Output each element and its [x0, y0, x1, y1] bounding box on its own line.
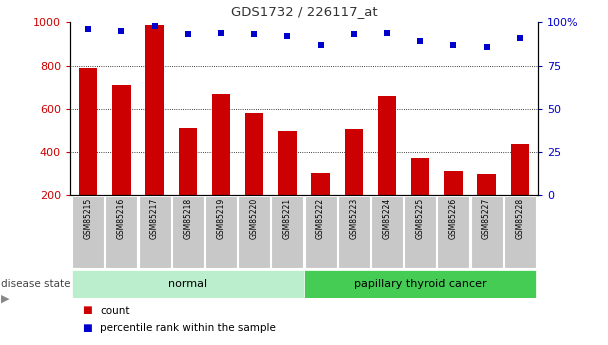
Bar — [112, 85, 131, 195]
Text: ▶: ▶ — [1, 293, 10, 303]
Text: count: count — [100, 306, 130, 315]
Bar — [205, 196, 237, 268]
Text: GSM85224: GSM85224 — [382, 198, 392, 239]
Bar — [411, 158, 429, 195]
Bar — [444, 171, 463, 195]
Bar — [212, 93, 230, 195]
Text: GSM85223: GSM85223 — [350, 198, 358, 239]
Bar — [179, 128, 197, 195]
Bar — [304, 270, 536, 298]
Text: GSM85219: GSM85219 — [216, 198, 226, 239]
Bar — [371, 196, 403, 268]
Text: percentile rank within the sample: percentile rank within the sample — [100, 323, 276, 333]
Text: ■: ■ — [82, 323, 92, 333]
Point — [216, 30, 226, 36]
Text: papillary thyroid cancer: papillary thyroid cancer — [354, 279, 486, 289]
Text: disease state: disease state — [1, 279, 71, 289]
Point — [515, 35, 525, 41]
Text: GSM85216: GSM85216 — [117, 198, 126, 239]
Bar — [172, 196, 204, 268]
Point — [83, 27, 93, 32]
Bar — [504, 196, 536, 268]
Point — [349, 32, 359, 37]
Bar — [72, 270, 304, 298]
Bar — [471, 196, 503, 268]
Bar — [378, 96, 396, 195]
Point — [283, 33, 292, 39]
Text: ■: ■ — [82, 306, 92, 315]
Point — [482, 44, 491, 49]
Text: GSM85220: GSM85220 — [250, 198, 258, 239]
Text: GSM85215: GSM85215 — [84, 198, 92, 239]
Point — [382, 30, 392, 36]
Bar — [145, 24, 164, 195]
Bar — [72, 196, 104, 268]
Point — [150, 23, 159, 29]
Bar — [245, 113, 263, 195]
Text: GDS1732 / 226117_at: GDS1732 / 226117_at — [230, 5, 378, 18]
Text: normal: normal — [168, 279, 207, 289]
Bar — [511, 144, 529, 195]
Bar — [79, 68, 97, 195]
Bar — [139, 196, 170, 268]
Point — [117, 28, 126, 34]
Text: GSM85227: GSM85227 — [482, 198, 491, 239]
Text: GSM85217: GSM85217 — [150, 198, 159, 239]
Text: GSM85218: GSM85218 — [183, 198, 192, 239]
Bar — [477, 175, 496, 195]
Text: GSM85222: GSM85222 — [316, 198, 325, 239]
Point — [183, 32, 193, 37]
Bar — [404, 196, 436, 268]
Text: GSM85226: GSM85226 — [449, 198, 458, 239]
Point — [316, 42, 325, 48]
Bar — [311, 173, 330, 195]
Text: GSM85225: GSM85225 — [416, 198, 425, 239]
Bar — [271, 196, 303, 268]
Bar — [105, 196, 137, 268]
Bar — [438, 196, 469, 268]
Text: GSM85228: GSM85228 — [516, 198, 524, 239]
Text: GSM85221: GSM85221 — [283, 198, 292, 239]
Bar — [305, 196, 337, 268]
Bar — [338, 196, 370, 268]
Point — [415, 39, 425, 44]
Bar — [238, 196, 270, 268]
Bar — [278, 131, 297, 195]
Bar — [345, 129, 363, 195]
Point — [249, 32, 259, 37]
Point — [449, 42, 458, 48]
